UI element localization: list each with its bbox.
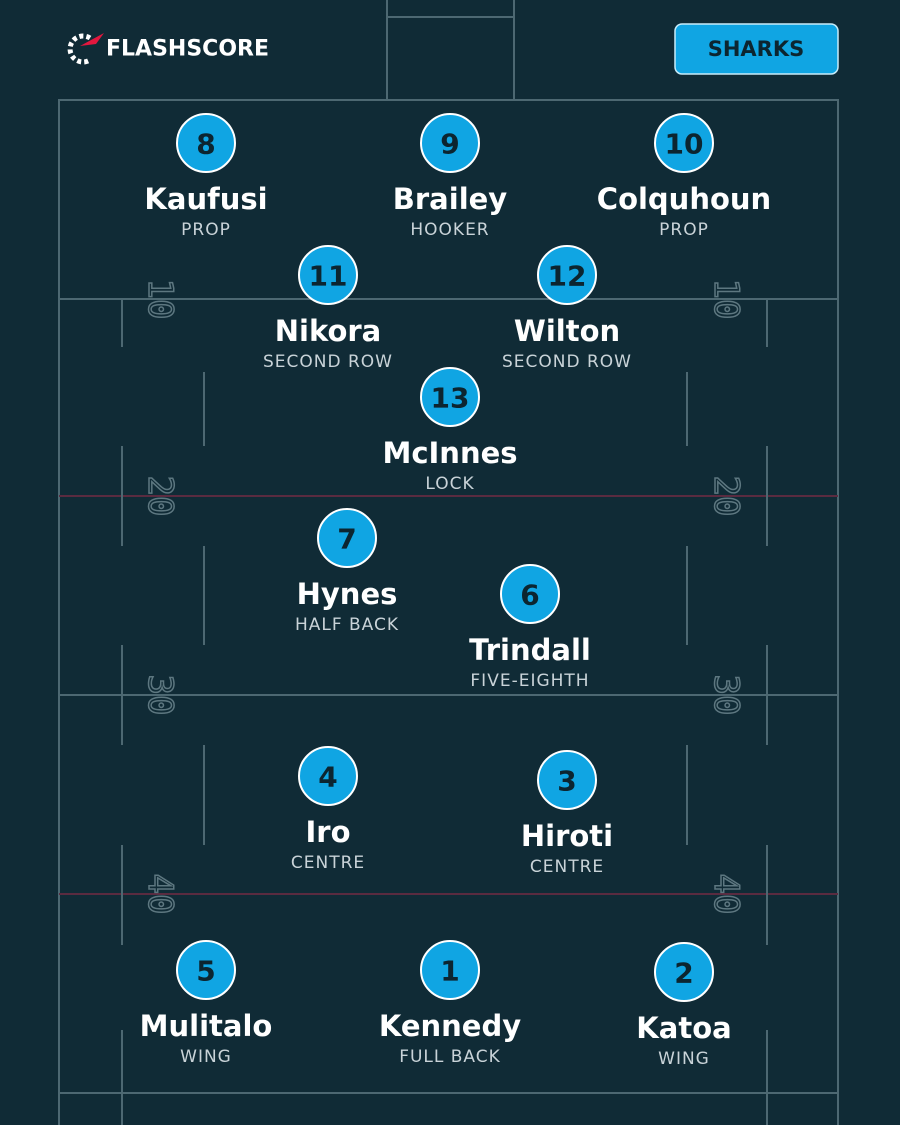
player-badge <box>420 367 480 427</box>
player-position: PROP <box>659 220 709 240</box>
player-position: SECOND ROW <box>502 352 632 372</box>
player-number: 5 <box>196 955 215 988</box>
player-name: Hiroti <box>521 819 613 853</box>
player-number: 3 <box>557 765 576 798</box>
player-position: FULL BACK <box>399 1047 501 1067</box>
player-badge <box>420 113 480 173</box>
player-badge <box>317 508 377 568</box>
team-button[interactable] <box>674 23 839 75</box>
logo: FLASHSCORE <box>67 33 269 65</box>
player-number: 8 <box>196 128 215 161</box>
yard-marker: 20 <box>140 476 180 517</box>
player-badge <box>500 564 560 624</box>
player-position: SECOND ROW <box>263 352 393 372</box>
player-position: HALF BACK <box>295 615 399 635</box>
player-badge <box>537 245 597 305</box>
player-name: Hynes <box>297 577 398 611</box>
player-name: Colquhoun <box>597 182 771 216</box>
player-number: 13 <box>431 382 470 415</box>
yard-marker: 10 <box>706 279 746 320</box>
player-badge <box>654 113 714 173</box>
yard-marker: 30 <box>140 675 180 716</box>
player-position: CENTRE <box>530 857 604 877</box>
player-name: Wilton <box>514 314 620 348</box>
player-name: Kennedy <box>379 1009 521 1043</box>
player-number: 6 <box>520 579 539 612</box>
player-position: LOCK <box>425 474 474 494</box>
player-position: PROP <box>181 220 231 240</box>
player-number: 2 <box>674 957 693 990</box>
player-number: 10 <box>665 128 704 161</box>
player-name: Nikora <box>275 314 382 348</box>
yard-marker: 30 <box>706 675 746 716</box>
player-name: Trindall <box>469 633 591 667</box>
player-name: Mulitalo <box>140 1009 273 1043</box>
player-badge <box>654 942 714 1002</box>
field-lines <box>58 0 839 1125</box>
player-badge <box>420 940 480 1000</box>
player-name: Iro <box>305 815 350 849</box>
player-number: 7 <box>337 523 356 556</box>
player-number: 11 <box>309 260 348 293</box>
player-badge <box>176 940 236 1000</box>
player-number: 12 <box>548 260 587 293</box>
yard-marker: 10 <box>140 279 180 320</box>
player-position: WING <box>658 1049 710 1069</box>
player-position: FIVE-EIGHTH <box>470 671 589 691</box>
team-name: SHARKS <box>708 37 805 61</box>
player-number: 4 <box>318 761 337 794</box>
player-number: 9 <box>440 128 459 161</box>
player-badge <box>537 750 597 810</box>
player-name: McInnes <box>382 436 517 470</box>
brand-name: FLASHSCORE <box>106 37 269 62</box>
yard-marker: 20 <box>706 476 746 517</box>
player-badge <box>298 245 358 305</box>
player-position: HOOKER <box>410 220 489 240</box>
yard-marker: 40 <box>706 874 746 915</box>
player-name: Kaufusi <box>144 182 267 216</box>
player-position: CENTRE <box>291 853 365 873</box>
yard-marker: 40 <box>140 874 180 915</box>
player-number: 1 <box>440 955 459 988</box>
player-badge <box>176 113 236 173</box>
player-badge <box>298 746 358 806</box>
player-position: WING <box>180 1047 232 1067</box>
player-name: Katoa <box>636 1011 731 1045</box>
player-name: Brailey <box>393 182 508 216</box>
